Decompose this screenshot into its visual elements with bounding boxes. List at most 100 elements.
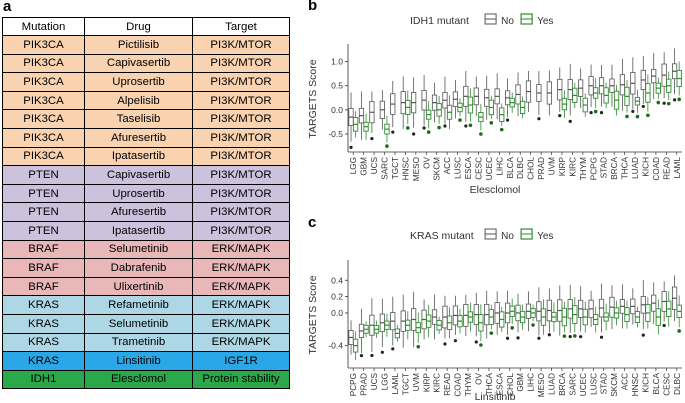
drug-cell: Ulixertinib — [84, 276, 193, 297]
mutation-cell: PIK3CA — [2, 146, 85, 167]
outlier-point — [599, 335, 604, 339]
panel-label-b: b — [308, 0, 318, 14]
target-cell: PI3K/MTOR — [192, 53, 290, 74]
legend-label-yes: Yes — [537, 231, 553, 242]
outlier-point — [474, 340, 478, 344]
x-tick-label: STAD — [600, 373, 609, 394]
x-tick-label: LUAD — [548, 373, 557, 395]
x-tick-label: READ — [662, 157, 671, 180]
outlier-point — [349, 145, 353, 149]
x-tick-label: ESCA — [464, 156, 473, 179]
outlier-point-yes — [562, 334, 567, 338]
x-tick-label: BLCA — [652, 372, 661, 394]
outlier-point-yes — [479, 343, 483, 347]
mutation-cell: KRAS — [2, 332, 85, 353]
mutation-cell: KRAS — [2, 295, 85, 315]
outlier-point — [662, 323, 666, 328]
x-tick-label: THYM — [579, 157, 588, 180]
outlier-point — [391, 347, 395, 351]
x-tick-label: UCS — [370, 372, 379, 390]
table-row: PTEN Ipatasertib PI3K/MTOR — [2, 220, 290, 241]
table-row: KRAS Refametinib ERK/MAPK — [2, 295, 290, 315]
table-row: BRAF Ulixertinib ERK/MAPK — [2, 276, 290, 297]
x-tick-label: READ — [443, 373, 452, 396]
x-tick-label: PRAD — [537, 157, 546, 180]
y-tick-label: -0.5 — [328, 129, 343, 139]
outlier-point-yes — [489, 121, 494, 125]
table-row: BRAF Selumetinib ERK/MAPK — [2, 239, 290, 260]
x-tick-label: KICH — [641, 373, 650, 393]
outlier-point — [380, 350, 384, 354]
x-tick-label: SARC — [568, 373, 577, 396]
target-cell: IGF1R — [192, 351, 290, 371]
drug-cell: Selumetinib — [84, 313, 193, 334]
x-tick-label: ESCA — [495, 372, 504, 395]
x-tick-label: MESO — [537, 373, 546, 397]
outlier-point-yes — [677, 329, 681, 333]
x-tick-label: OV — [422, 156, 431, 168]
table-body: PIK3CA Pictilisib PI3K/MTOR PIK3CA Capivaser… — [2, 35, 290, 390]
outlier-point — [370, 136, 374, 141]
y-axis-label: TARGETS Score — [307, 275, 319, 354]
outlier-point — [453, 339, 458, 343]
mutation-cell: PTEN — [2, 165, 85, 185]
y-tick-label: -0.4 — [328, 341, 343, 351]
mutation-cell: PTEN — [2, 183, 85, 204]
table-row: PIK3CA Taselisib PI3K/MTOR — [2, 109, 290, 129]
outlier-point — [412, 132, 416, 136]
chart-legend: IDH1 mutant No Yes — [410, 13, 553, 27]
target-cell: ERK/MAPK — [192, 258, 290, 278]
outlier-point — [662, 101, 666, 105]
outlier-point — [359, 354, 364, 358]
drug-target-table: Mutation Drug Target PIK3CA Pictilisib PI3… — [2, 17, 290, 390]
x-tick-label: GBM — [516, 373, 525, 392]
x-tick-label: UCS — [370, 156, 379, 174]
table-row: PTEN Capivasertib PI3K/MTOR — [2, 165, 290, 185]
mutation-cell: PTEN — [2, 202, 85, 222]
table-row: KRAS Linsitinib IGF1R — [2, 351, 290, 371]
outlier-point — [443, 342, 447, 346]
table-row: PIK3CA Uprosertib PI3K/MTOR — [2, 72, 290, 92]
target-cell: ERK/MAPK — [192, 276, 290, 297]
x-axis-label: Linsitinib — [475, 391, 516, 403]
drug-cell: Ipatasertib — [84, 220, 193, 241]
drug-cell: Taselisib — [84, 109, 193, 129]
outlier-point — [641, 333, 645, 337]
outlier-point — [505, 336, 510, 340]
drug-cell: Elesclomol — [84, 369, 193, 390]
x-tick-label: LAML — [673, 157, 682, 179]
drug-cell: Afuresertib — [84, 127, 193, 148]
x-tick-label: HNSC — [401, 157, 410, 180]
mutation-cell: PTEN — [2, 220, 85, 241]
mutation-cell: BRAF — [2, 239, 85, 260]
x-tick-label: LGG — [349, 157, 358, 174]
mutation-cell: IDH1 — [2, 369, 85, 390]
x-tick-label: KICH — [641, 157, 650, 177]
legend-title: KRAS mutant — [410, 230, 474, 242]
outlier-point-yes — [489, 331, 494, 335]
outlier-point-yes — [646, 113, 650, 118]
drug-cell: Ipatasertib — [84, 146, 193, 167]
outlier-point-yes — [437, 125, 441, 130]
outlier-point — [641, 104, 645, 109]
x-tick-label: COAD — [652, 157, 661, 181]
outlier-point — [672, 98, 677, 102]
x-tick-label: CESC — [662, 373, 671, 396]
chart-legend: KRAS mutant No Yes — [410, 228, 553, 242]
x-tick-label: TGCT — [391, 157, 400, 179]
x-tick-label: CESC — [474, 157, 483, 180]
x-tick-label: SKCM — [610, 373, 619, 397]
table-row: PIK3CA Alpelisib PI3K/MTOR — [2, 90, 290, 111]
outlier-point-yes — [635, 114, 640, 119]
target-cell: PI3K/MTOR — [192, 127, 290, 148]
table-row: IDH1 Elesclomol Protein stability — [2, 369, 290, 390]
legend-label-no: No — [501, 231, 514, 242]
target-cell: PI3K/MTOR — [192, 90, 290, 111]
table-row: PIK3CA Pictilisib PI3K/MTOR — [2, 35, 290, 55]
x-tick-label: LUAD — [631, 157, 640, 179]
mutation-cell: PIK3CA — [2, 127, 85, 148]
drug-cell: Capivasertib — [84, 53, 193, 74]
outlier-point — [443, 124, 447, 128]
drug-cell: Pictilisib — [84, 35, 193, 55]
outlier-point-yes — [625, 114, 629, 119]
